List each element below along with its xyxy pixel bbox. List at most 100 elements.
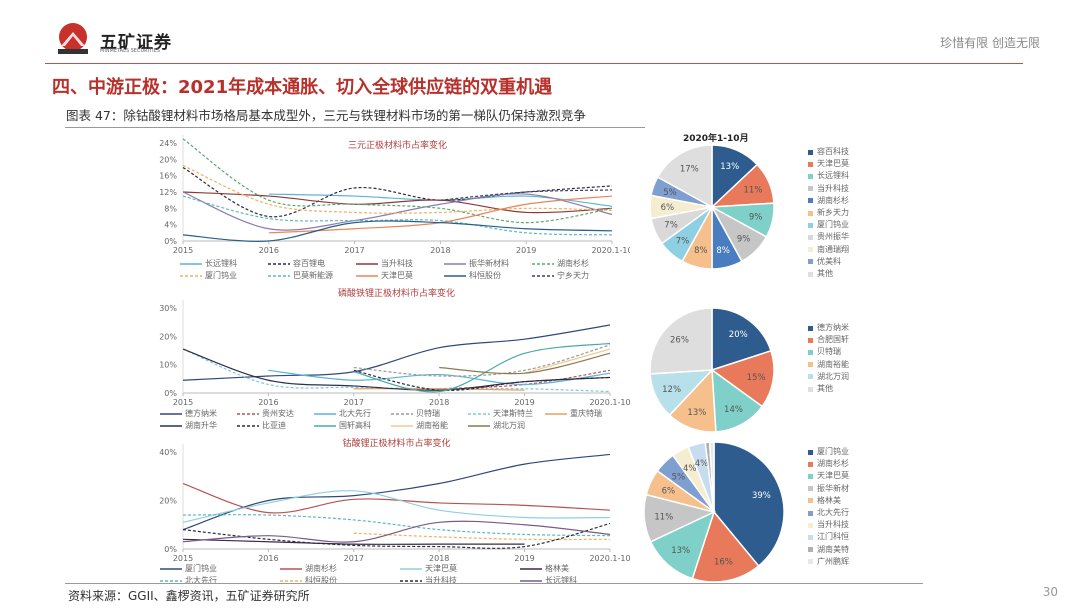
footer-divider — [65, 583, 923, 584]
legend-swatch — [808, 174, 813, 179]
series-line-10 — [524, 348, 611, 374]
legend-swatch — [808, 547, 813, 553]
legend-label: 江门科恒 — [817, 532, 849, 542]
legend-swatch — [808, 362, 813, 368]
ternary-chart-legend: 长远锂科 容百锂电 当升科技 振华新材料 湖南杉杉 厦门钨业 巴莫新能源 天津巴莫 科恒股份 宁乡… — [180, 258, 620, 281]
x-tick-label: 2020.1-10 — [589, 398, 630, 407]
brand-name: 五矿证券 — [100, 33, 172, 53]
legend-label: 容百锂电 — [293, 259, 325, 268]
legend-swatch — [180, 262, 202, 265]
legend-label: 湖南升华 — [185, 421, 217, 430]
pie-data-label: 17% — [680, 165, 699, 175]
pie-slice-1 — [711, 307, 772, 372]
legend-item: 湖北万润 — [808, 371, 849, 383]
series-line-4 — [182, 538, 525, 545]
legend-item: 湖北万润 — [468, 420, 545, 431]
lco-pie-chart: 39%16%13%11%6%5%4%4% — [643, 441, 785, 583]
legend-swatch — [808, 386, 813, 392]
company-logo — [55, 22, 91, 56]
legend-item: 贝特瑞 — [391, 408, 468, 419]
legend-item: 广州鹏辉 — [808, 556, 849, 568]
legend-swatch — [160, 412, 182, 415]
lco-share-line-chart: 钴酸锂正极材料市占率变化 0% 20% 40% 2015 2016 2017 2018 2019… — [159, 437, 630, 562]
legend-label: 德方纳米 — [817, 323, 849, 332]
legend-item: 天津斯特兰 — [468, 408, 545, 419]
legend-item: 天津巴莫 — [808, 470, 849, 482]
legend-item: 南通瑞翔 — [808, 244, 849, 256]
legend-item: 江门科恒 — [808, 531, 849, 543]
series-line-6 — [353, 388, 525, 391]
legend-item: 巴莫新能源 — [268, 270, 356, 281]
y-tick-label: 0% — [164, 389, 177, 398]
series-line-7 — [182, 195, 613, 236]
legend-item: 格林美 — [808, 495, 849, 507]
legend-item: 湖南杉杉 — [808, 195, 849, 207]
x-tick-label: 2017 — [344, 554, 364, 562]
legend-label: 格林美 — [817, 495, 841, 505]
legend-swatch — [237, 424, 259, 427]
legend-item: 振华新材 — [808, 483, 849, 495]
y-tick-label: 8% — [164, 204, 177, 213]
legend-swatch — [808, 161, 813, 167]
legend-label: 湖南杉杉 — [817, 195, 849, 205]
legend-item: 湖南升华 — [160, 420, 237, 431]
y-tick-label: 40% — [159, 448, 177, 457]
pie-data-label: 12% — [662, 385, 681, 395]
x-tick-label: 2016 — [258, 398, 278, 407]
legend-item: 其他 — [808, 268, 849, 280]
x-tick-label: 2019 — [514, 554, 534, 562]
x-tick-label: 2020.1-10 — [591, 246, 630, 255]
legend-label: 贝特瑞 — [416, 409, 440, 418]
legend-swatch — [268, 274, 290, 277]
pie-data-label: 4% — [695, 459, 709, 469]
legend-item: 新乡天力 — [808, 207, 849, 219]
x-tick-label: 2020.1-10 — [589, 554, 630, 562]
series-line-2 — [182, 482, 611, 514]
legend-label: 振华新材 — [817, 483, 849, 493]
legend-label: 当升科技 — [817, 520, 849, 530]
legend-label: 宁乡天力 — [557, 271, 589, 280]
x-tick-label: 2016 — [259, 246, 279, 255]
series-line-8 — [353, 369, 611, 392]
legend-swatch — [391, 412, 413, 415]
legend-item: 当升科技 — [400, 575, 520, 586]
legend-item: 北大先行 — [808, 507, 849, 519]
legend-item: 长远锂科 — [520, 575, 640, 586]
x-tick-label: 2018 — [429, 398, 449, 407]
legend-label: 巴莫新能源 — [293, 271, 333, 280]
series-line-2 — [182, 166, 613, 218]
legend-label: 湖南杉杉 — [305, 564, 337, 573]
series-line-9 — [182, 220, 613, 242]
legend-swatch — [280, 579, 302, 582]
legend-label: 湖南杉杉 — [557, 259, 589, 268]
legend-item: 合肥国轩 — [808, 334, 849, 346]
page-number: 30 — [1042, 585, 1058, 599]
legend-swatch — [444, 274, 466, 277]
brand-name-en: MINMETALS SECURITIES — [100, 48, 160, 54]
legend-item: 格林美 — [520, 563, 640, 574]
legend-label: 南通瑞翔 — [817, 244, 849, 254]
legend-label: 贵州安达 — [262, 409, 294, 418]
series-line-8 — [182, 520, 611, 543]
legend-label: 重庆特瑞 — [570, 409, 602, 418]
pie-title: 2020年1-10月 — [683, 134, 749, 144]
ternary-share-line-chart: 三元正极材料市占率变化 0% 4% 8% 12% 16% 20% 24% 2015 2016 201… — [159, 135, 630, 255]
legend-swatch — [237, 412, 259, 415]
y-tick-label: 20% — [159, 497, 177, 506]
legend-item: 当升科技 — [808, 183, 849, 195]
legend-label: 其他 — [817, 269, 833, 279]
legend-swatch — [808, 522, 813, 528]
legend-label: 厦门钨业 — [205, 271, 237, 280]
pie-slice-11 — [656, 144, 713, 209]
legend-swatch — [808, 198, 813, 204]
legend-label: 长远锂科 — [545, 576, 577, 585]
legend-item: 湖南杉杉 — [808, 458, 849, 470]
legend-swatch — [356, 274, 378, 277]
legend-item: 湖南美特 — [808, 544, 849, 556]
y-tick-label: 16% — [159, 172, 177, 181]
x-tick-label: 2015 — [173, 246, 193, 255]
legend-swatch — [180, 274, 202, 277]
legend-item: 其他 — [808, 383, 849, 395]
pie-data-label: 13% — [687, 408, 706, 418]
legend-swatch — [808, 374, 813, 380]
